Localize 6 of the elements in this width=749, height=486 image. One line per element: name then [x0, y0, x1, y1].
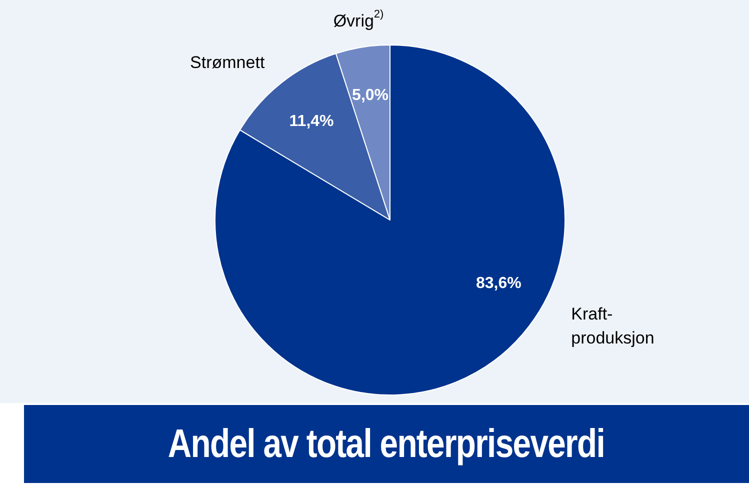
data-label: 83,6%: [476, 275, 522, 292]
data-label: 11,4%: [289, 112, 334, 130]
slice-label: Strømnett: [190, 53, 265, 72]
text: Andel av total enterpriseverdi: [168, 422, 605, 466]
slice-label: Kraft-produksjon: [571, 304, 654, 348]
data-label: 5,0%: [352, 87, 389, 104]
